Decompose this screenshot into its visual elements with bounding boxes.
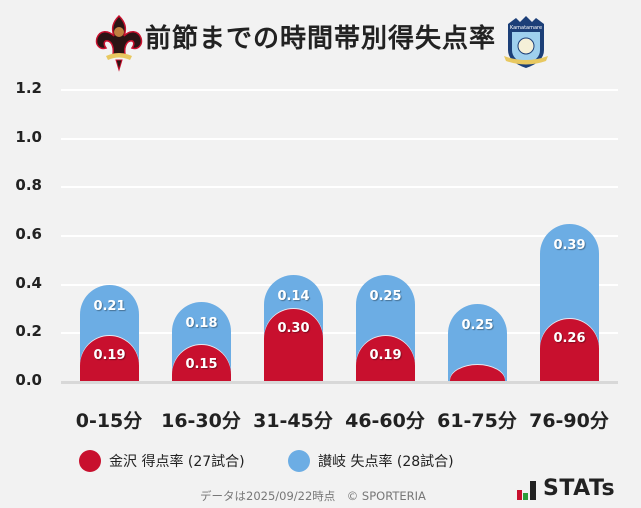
x-tick-label: 0-15分 [75,410,143,432]
legend-item-home: 金沢 得点率 (27試合) [79,450,245,472]
stacked-bar: 0.39 0.26 [540,223,599,382]
value-label-away: 0.18 [185,315,218,331]
gridline [61,284,618,286]
bar-segment-home [356,335,415,382]
legend-dot-red-icon [79,450,101,472]
stacked-bar: 0.14 0.30 [264,274,323,382]
data-date-note: データは2025/09/22時点 © SPORTERIA [200,489,426,503]
legend-item-away: 讃岐 失点率 (28試合) [288,450,454,472]
y-tick-label: 1.0 [15,128,42,146]
x-tick-label: 76-90分 [529,410,609,432]
gridline [61,186,618,188]
y-tick-label: 0.6 [15,225,42,243]
legend-label: 讃岐 失点率 (28試合) [318,454,454,470]
stacked-bar: 0.25 0.19 [356,274,415,382]
chart-title: 前節までの時間帯別得失点率 [144,24,496,54]
y-tick-label: 0.8 [15,176,42,194]
stacked-bar: 0.21 0.19 [80,284,139,382]
legend-dot-blue-icon [288,450,310,472]
y-tick-label: 1.2 [15,79,42,97]
value-label-home: 0.19 [93,347,126,363]
bar-segment-home [80,335,139,382]
value-label-home: 0.19 [369,347,402,363]
value-label-home: 0.30 [277,320,310,336]
x-tick-label: 16-30分 [161,410,241,432]
value-label-home: 0.15 [185,357,218,373]
value-label-away: 0.25 [369,288,402,304]
bar-chart-logo-icon [517,481,536,500]
value-label-home: 0.26 [553,330,586,346]
value-label-away: 0.39 [553,237,586,253]
gridline [61,89,618,91]
stacked-bar: 0.25 [448,304,507,382]
value-label-away: 0.25 [461,318,494,334]
x-tick-label: 61-75分 [437,410,517,432]
stats-brand: STATs [543,476,616,501]
y-tick-label: 0.4 [15,274,42,292]
stacked-bar: 0.18 0.15 [172,301,231,382]
y-tick-label: 0.0 [15,371,42,389]
kanazawa-crest-icon [95,14,143,72]
x-axis-baseline [61,381,618,384]
x-tick-label: 46-60分 [345,410,425,432]
stats-logo: STATs [517,478,615,500]
legend-label: 金沢 得点率 (27試合) [109,454,245,470]
y-tick-label: 0.2 [15,322,42,340]
bar-segment-home [540,318,599,382]
value-label-away: 0.14 [277,288,310,304]
gridline [61,235,618,237]
svg-text:Kamatamare: Kamatamare [510,25,542,31]
bar-segment-home [450,364,505,382]
sanuki-crest-icon: Kamatamare [504,16,548,68]
x-tick-label: 31-45分 [253,410,333,432]
gridline [61,138,618,140]
bar-segment-home [264,308,323,382]
bar-segment-home [172,345,231,382]
value-label-away: 0.21 [93,298,126,314]
gridline [61,332,618,334]
